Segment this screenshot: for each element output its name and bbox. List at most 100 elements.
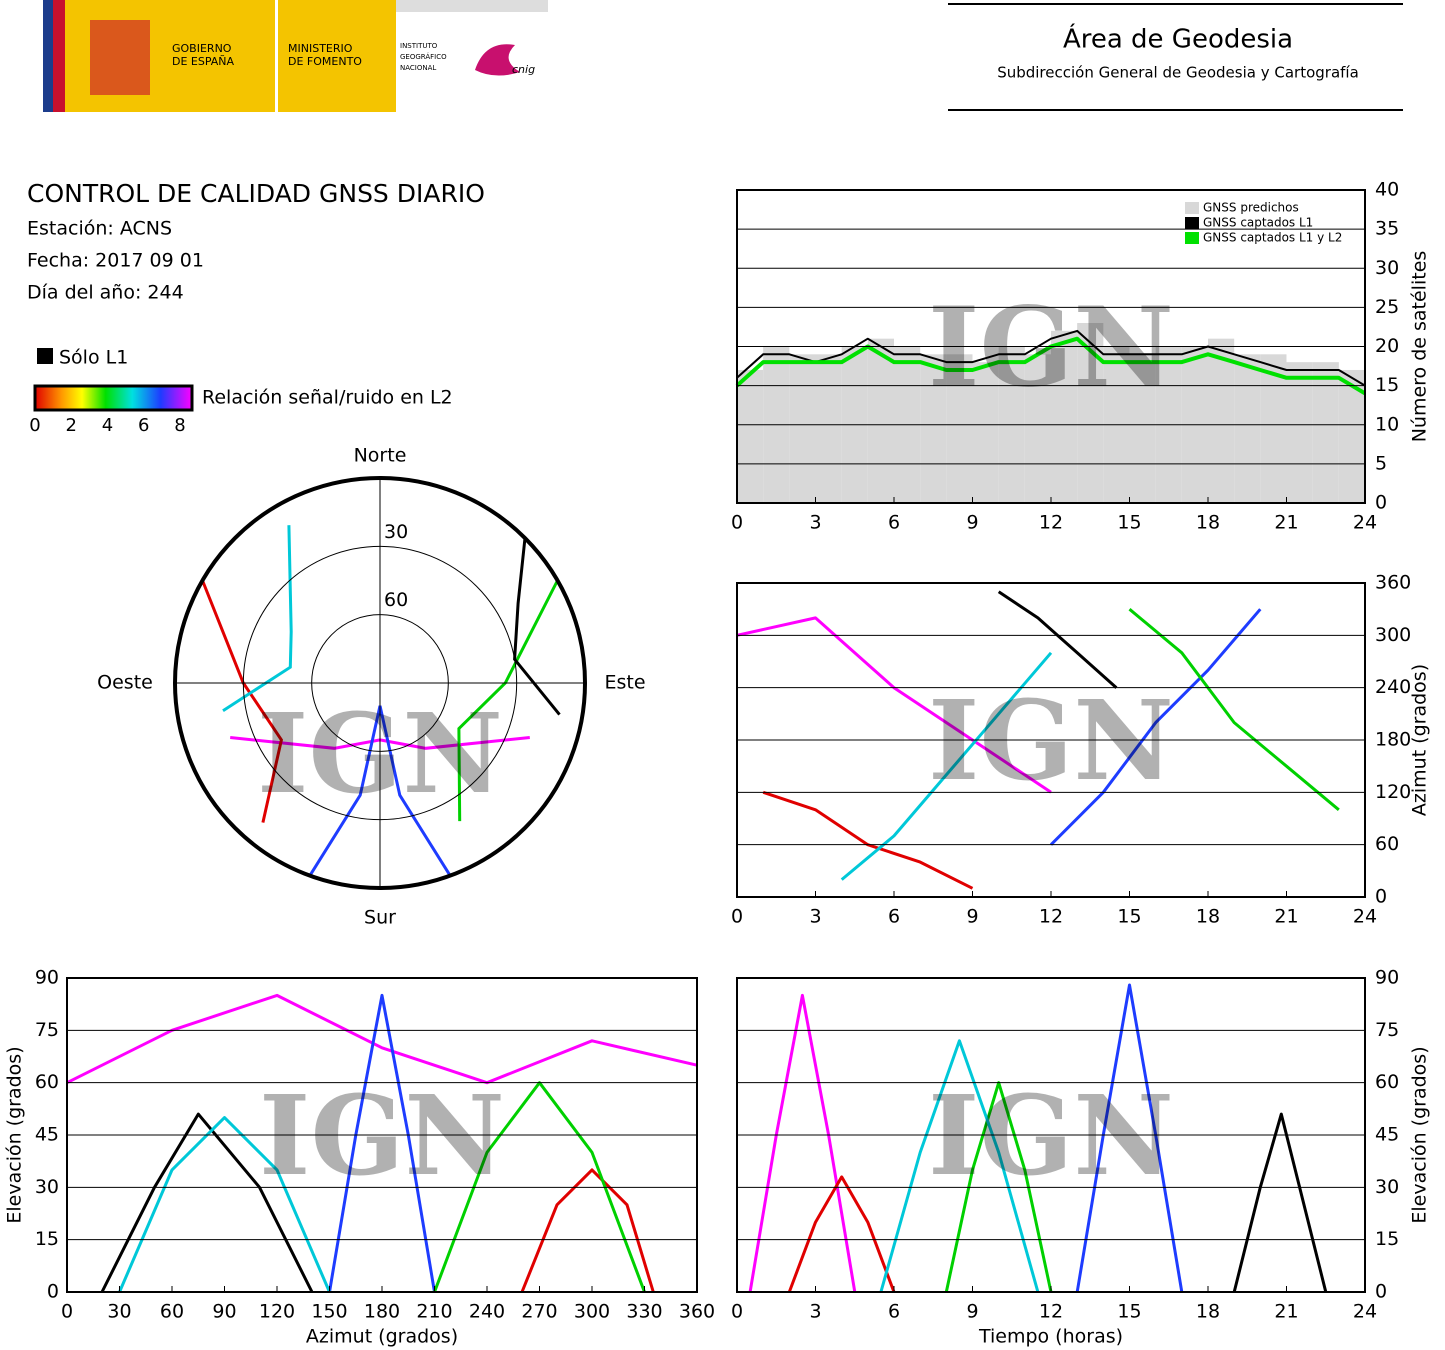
area-bar	[920, 354, 947, 503]
gov-text: GOBIERNO	[172, 42, 232, 55]
track	[513, 537, 561, 716]
ign-logo	[475, 44, 520, 76]
ring	[242, 545, 518, 821]
x-tick-label: 150	[311, 1301, 347, 1323]
y-tick-label: 10	[1375, 413, 1399, 435]
horizon-frame	[173, 476, 587, 890]
area-bar	[1312, 362, 1339, 503]
y-tick-label: 180	[1375, 729, 1411, 751]
x-tick-label: 15	[1117, 512, 1141, 534]
area-bar	[789, 354, 816, 503]
y-tick-label: 45	[1375, 1124, 1399, 1146]
y-tick-label: 75	[35, 1019, 59, 1041]
x-tick-label: 3	[809, 1301, 821, 1323]
plot-frame	[66, 977, 698, 1293]
ring-label: 60	[384, 589, 408, 611]
y-tick-label: 90	[1375, 967, 1399, 989]
x-tick-label: 240	[469, 1301, 505, 1323]
y-tick-label: 360	[1375, 572, 1411, 594]
y-tick-label: 240	[1375, 676, 1411, 698]
y-tick-label: 60	[35, 1071, 59, 1093]
institute-text: NACIONAL	[400, 64, 436, 72]
direction-label: Este	[604, 672, 645, 694]
x-tick-label: 6	[888, 1301, 900, 1323]
gov-text: DE ESPAÑA	[172, 55, 235, 68]
x-tick-label: 0	[731, 512, 743, 534]
x-tick-label: 360	[679, 1301, 715, 1323]
x-tick-label: 0	[61, 1301, 73, 1323]
snr-tick-label: 2	[66, 415, 77, 436]
x-tick-label: 90	[212, 1301, 236, 1323]
x-tick-label: 210	[416, 1301, 452, 1323]
y-axis-label: Elevación (grados)	[1409, 1046, 1431, 1223]
y-tick-label: 60	[1375, 1071, 1399, 1093]
area-bar	[1234, 354, 1261, 503]
legend-swatch	[1185, 202, 1199, 214]
x-tick-label: 120	[259, 1301, 295, 1323]
track	[118, 1116, 331, 1293]
y-tick-label: 5	[1375, 452, 1387, 474]
area-bar	[1208, 338, 1235, 503]
legend-swatch	[1185, 217, 1199, 229]
x-tick-label: 9	[966, 906, 978, 928]
x-tick-label: 6	[888, 906, 900, 928]
y-tick-label: 0	[1375, 886, 1387, 908]
direction-label: Norte	[354, 445, 407, 467]
area-bar	[815, 354, 842, 503]
coat-of-arms	[90, 20, 150, 95]
track	[736, 329, 1366, 387]
institute-text: GEOGRÁFICO	[400, 52, 447, 61]
x-tick-label: 24	[1353, 906, 1377, 928]
x-tick-label: 9	[966, 512, 978, 534]
area-bar	[1024, 354, 1051, 503]
x-tick-label: 15	[1117, 906, 1141, 928]
snr-tick-label: 8	[174, 415, 185, 436]
x-tick-label: 0	[731, 906, 743, 928]
institute-text: INSTITUTO	[400, 42, 438, 50]
area-bar	[946, 354, 973, 503]
y-tick-label: 75	[1375, 1019, 1399, 1041]
legend-swatch	[1185, 232, 1199, 244]
snr-tick-label: 0	[29, 415, 40, 436]
x-tick-label: 21	[1274, 1301, 1298, 1323]
ring	[311, 614, 449, 752]
x-tick-label: 18	[1196, 512, 1220, 534]
l1-swatch	[37, 348, 53, 364]
x-tick-label: 330	[626, 1301, 662, 1323]
x-tick-label: 9	[966, 1301, 978, 1323]
track	[201, 579, 284, 823]
x-tick-label: 3	[809, 512, 821, 534]
x-tick-label: 3	[809, 906, 821, 928]
ministry-text: MINISTERIO	[288, 42, 353, 55]
area-bar	[737, 369, 764, 503]
track	[1232, 1112, 1328, 1293]
x-tick-label: 12	[1039, 906, 1063, 928]
bar	[396, 0, 548, 12]
cnig-text: cnig	[512, 63, 535, 76]
y-tick-label: 20	[1375, 335, 1399, 357]
area-bar	[1260, 354, 1287, 503]
x-tick-label: 0	[731, 1301, 743, 1323]
x-tick-label: 18	[1196, 1301, 1220, 1323]
logos: GOBIERNO DE ESPAÑA MINISTERIO DE FOMENTO…	[43, 0, 548, 112]
ring-label: 30	[384, 521, 408, 543]
area-bar	[867, 338, 894, 503]
y-tick-label: 0	[1375, 1281, 1387, 1303]
y-tick-label: 15	[1375, 1228, 1399, 1250]
y-axis-label: Elevación (grados)	[4, 1046, 26, 1223]
track	[879, 1039, 1040, 1293]
x-tick-label: 270	[521, 1301, 557, 1323]
track	[100, 1112, 314, 1293]
legend-label: GNSS captados L1 y L2	[1203, 231, 1342, 245]
y-tick-label: 45	[35, 1124, 59, 1146]
snr-tick-label: 4	[102, 415, 113, 436]
ministry-text: DE FOMENTO	[288, 55, 362, 68]
y-tick-label: 120	[1375, 781, 1411, 803]
y-tick-label: 60	[1375, 833, 1399, 855]
area-bar	[1051, 330, 1078, 503]
x-tick-label: 21	[1274, 906, 1298, 928]
y-tick-label: 15	[1375, 374, 1399, 396]
plot-frame	[736, 189, 1366, 504]
y-tick-label: 30	[1375, 1176, 1399, 1198]
snr-bar	[33, 384, 194, 412]
